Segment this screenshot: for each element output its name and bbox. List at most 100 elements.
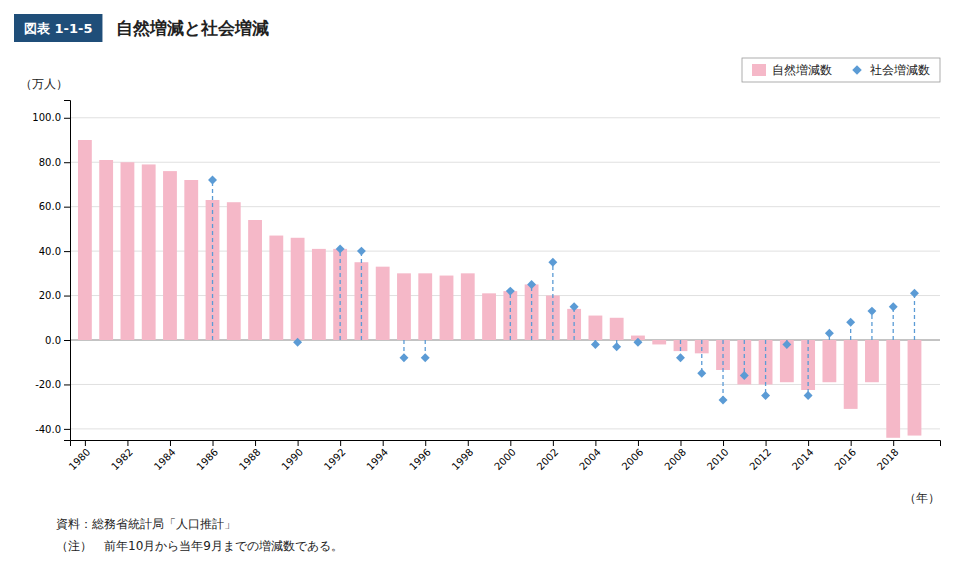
bar xyxy=(418,273,432,340)
title: 自然増減と社会増減 xyxy=(116,18,269,38)
bar xyxy=(503,291,517,340)
tick-mark xyxy=(510,440,511,446)
tick-label: 2014 xyxy=(790,446,816,472)
bar xyxy=(844,340,858,409)
point xyxy=(208,176,217,185)
point xyxy=(676,353,685,362)
bar xyxy=(397,273,411,340)
x-tick: 1984 xyxy=(152,440,178,472)
tick-label: 1988 xyxy=(237,446,263,472)
tick-mark xyxy=(468,440,469,446)
point xyxy=(527,280,536,289)
tick-label: -20.0 xyxy=(35,379,61,390)
stem xyxy=(573,307,574,340)
bar xyxy=(333,249,347,340)
bar xyxy=(482,293,496,340)
tick-mark xyxy=(64,340,70,341)
legend-label: 社会増減数 xyxy=(870,63,930,77)
tick-label: 2010 xyxy=(705,446,731,472)
point xyxy=(421,353,430,362)
bar xyxy=(652,340,666,344)
bar xyxy=(121,162,135,340)
point xyxy=(570,302,579,311)
x-tick: 1996 xyxy=(407,440,433,472)
x-tick: 1986 xyxy=(194,440,220,472)
tick-label: 2006 xyxy=(620,446,646,472)
tick-mark xyxy=(170,440,171,446)
point xyxy=(761,391,770,400)
tick-mark xyxy=(85,440,86,446)
tick-label: 2000 xyxy=(492,446,518,472)
y-tick: 40.0 xyxy=(39,246,70,257)
stem xyxy=(914,293,915,340)
tick-mark xyxy=(64,429,70,430)
tick-label: 2016 xyxy=(832,446,858,472)
tick-label: 1990 xyxy=(279,446,305,472)
y-tick: 60.0 xyxy=(39,201,70,212)
tick-mark xyxy=(851,440,852,446)
point xyxy=(846,318,855,327)
stem xyxy=(510,291,511,340)
point xyxy=(782,340,791,349)
bar xyxy=(737,340,751,384)
x-tick: 2010 xyxy=(705,440,731,472)
x-axis-label: （年） xyxy=(904,491,940,505)
legend: 自然増減数 社会増減数 xyxy=(742,58,940,82)
grid xyxy=(70,118,940,429)
y-tick: 0.0 xyxy=(45,335,70,346)
legend-swatch xyxy=(852,65,861,74)
legend-item: 社会増減数 xyxy=(852,63,930,77)
point xyxy=(719,396,728,405)
tick-label: 100.0 xyxy=(32,112,61,123)
bar xyxy=(184,180,198,340)
axis-line xyxy=(71,441,941,447)
x-axis: 1980198219841986198819901992199419961998… xyxy=(67,440,941,472)
x-tick: 2002 xyxy=(535,440,561,472)
chart: 図表 1-1-5自然増減と社会増減-40.0-20.00.020.040.060… xyxy=(0,0,956,575)
tick-mark xyxy=(298,440,299,446)
tick-label: 20.0 xyxy=(39,290,61,301)
tick-mark xyxy=(213,440,214,446)
bar xyxy=(588,316,602,340)
tick-label: 2012 xyxy=(747,446,773,472)
tick-label: 1984 xyxy=(152,446,178,472)
tick-label: 1992 xyxy=(322,446,348,472)
tick-mark xyxy=(64,118,70,119)
stem xyxy=(722,340,723,400)
tick-label: 1986 xyxy=(194,446,220,472)
stem xyxy=(361,251,362,340)
tick-mark xyxy=(383,440,384,446)
note: 資料：総務省統計局「人口推計」 xyxy=(56,517,236,531)
x-tick: 2012 xyxy=(747,440,773,472)
tick-mark xyxy=(255,440,256,446)
stem xyxy=(893,307,894,340)
bar xyxy=(269,236,283,340)
bar xyxy=(312,249,326,340)
legend-swatch xyxy=(752,64,766,76)
stem xyxy=(339,249,340,340)
bar xyxy=(248,220,262,340)
bar xyxy=(610,318,624,340)
y-tick: 80.0 xyxy=(39,157,70,168)
stem xyxy=(701,340,702,373)
bar xyxy=(99,160,113,340)
tick-label: 0.0 xyxy=(45,335,61,346)
tick-mark xyxy=(638,440,639,446)
legend-item: 自然増減数 xyxy=(752,63,832,77)
bar xyxy=(227,202,241,340)
tick-mark xyxy=(64,162,70,163)
tick-label: 80.0 xyxy=(39,157,61,168)
x-tick: 2016 xyxy=(832,440,858,472)
tick-mark xyxy=(680,440,681,446)
stem xyxy=(531,284,532,340)
tick-mark xyxy=(723,440,724,446)
y-axis: -40.0-20.00.020.040.060.080.0100.0 xyxy=(32,101,70,441)
subtitle: 図表 1-1-5 xyxy=(24,21,92,36)
grid-line xyxy=(70,251,940,252)
stem xyxy=(212,180,213,340)
axis-line xyxy=(64,101,71,441)
tick-mark xyxy=(64,384,70,385)
tick-mark xyxy=(553,440,554,446)
x-tick: 1998 xyxy=(450,440,476,472)
title-area: 図表 1-1-5 自然増減と社会増減 xyxy=(14,14,269,42)
